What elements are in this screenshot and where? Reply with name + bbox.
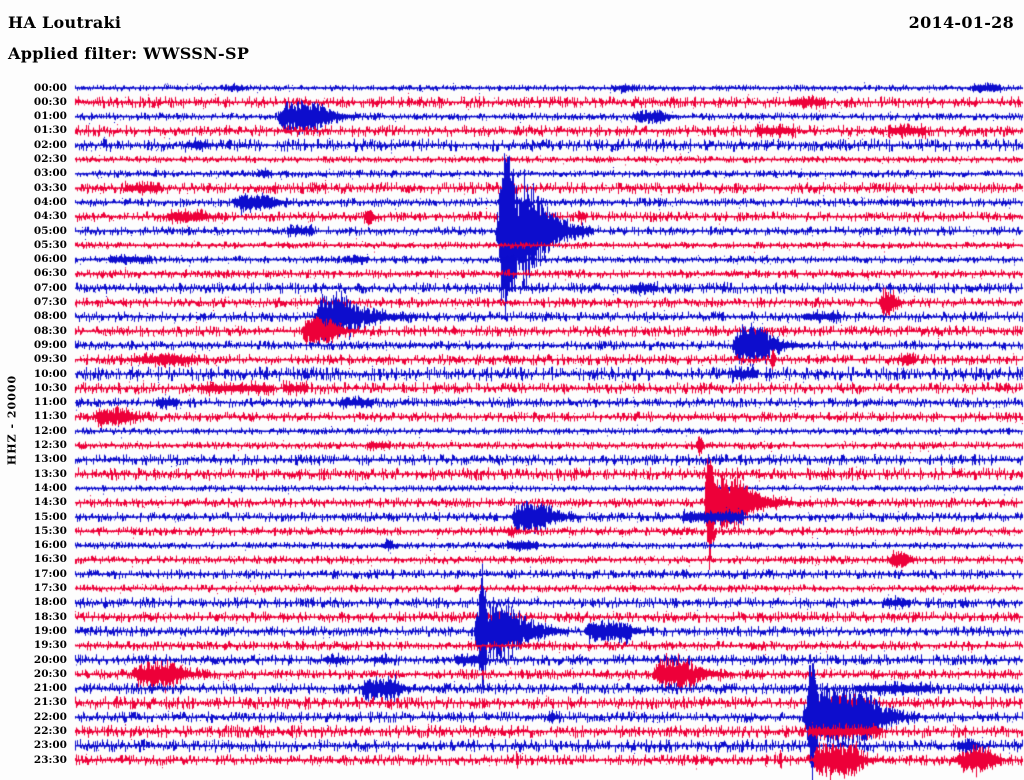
time-label: 07:30 xyxy=(33,296,67,308)
time-label: 23:00 xyxy=(33,739,67,752)
time-label: 22:00 xyxy=(33,710,67,723)
time-label: 16:00 xyxy=(33,539,67,552)
time-label: 13:00 xyxy=(33,453,67,466)
time-label: 00:00 xyxy=(33,81,67,94)
time-label: 14:00 xyxy=(33,481,67,494)
time-label: 01:30 xyxy=(33,124,67,137)
time-label: 12:30 xyxy=(33,439,67,451)
time-label: 07:00 xyxy=(33,281,67,294)
time-label: 09:30 xyxy=(33,353,67,366)
time-label: 19:00 xyxy=(33,624,67,637)
time-label: 03:00 xyxy=(33,167,67,180)
time-label: 15:30 xyxy=(33,524,67,537)
time-label: 20:00 xyxy=(33,653,67,666)
time-label: 22:30 xyxy=(33,725,67,737)
time-label: 20:30 xyxy=(33,667,67,680)
time-label: 19:30 xyxy=(33,639,67,652)
time-label: 11:30 xyxy=(33,410,67,423)
time-label: 03:30 xyxy=(33,181,67,194)
time-label: 15:00 xyxy=(33,510,67,523)
time-label: 09:00 xyxy=(33,338,67,351)
time-label: 18:00 xyxy=(33,596,67,609)
time-label: 08:30 xyxy=(33,324,67,337)
time-label: 14:30 xyxy=(33,496,67,509)
time-label: 17:30 xyxy=(33,582,67,594)
time-label: 02:30 xyxy=(33,153,67,165)
time-label: 10:00 xyxy=(33,367,67,380)
time-label: 06:30 xyxy=(33,267,67,280)
time-label: 04:00 xyxy=(33,195,67,208)
time-label: 16:30 xyxy=(33,553,67,566)
time-label: 23:30 xyxy=(33,753,67,766)
time-label: 21:30 xyxy=(33,696,67,709)
time-label: 04:30 xyxy=(33,210,67,223)
time-label: 17:00 xyxy=(33,567,67,580)
time-label: 01:00 xyxy=(33,110,67,123)
time-label: 08:00 xyxy=(33,310,67,323)
time-label: 13:30 xyxy=(33,467,67,480)
time-label: 02:00 xyxy=(33,138,67,151)
time-label: 05:30 xyxy=(33,238,67,251)
time-label: 10:30 xyxy=(33,381,67,394)
time-label: 18:30 xyxy=(33,610,67,623)
time-label: 11:00 xyxy=(33,396,67,409)
time-label: 05:00 xyxy=(33,224,67,237)
time-label: 12:00 xyxy=(33,424,67,437)
time-label: 00:30 xyxy=(33,95,67,108)
time-label: 21:00 xyxy=(33,682,67,695)
time-label: 06:00 xyxy=(33,253,67,266)
